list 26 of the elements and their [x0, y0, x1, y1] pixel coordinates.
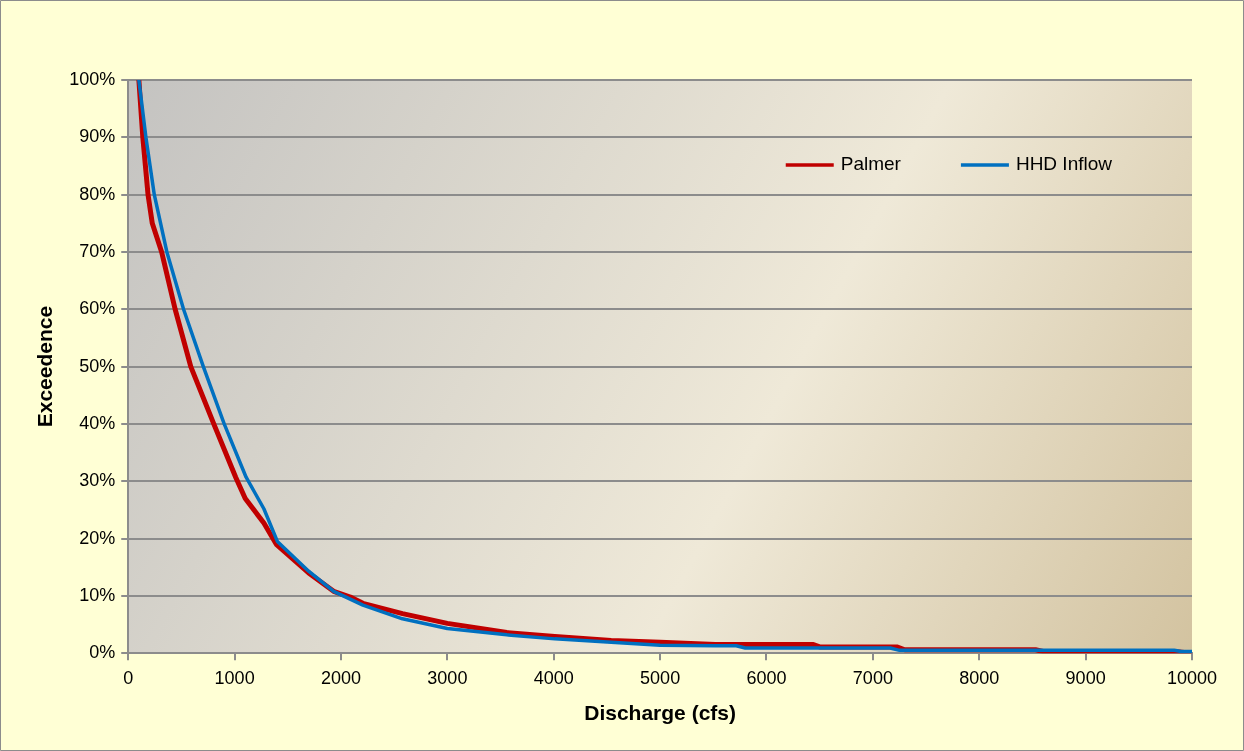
x-tick-label: 3000 [427, 667, 468, 688]
x-axis-title: Discharge (cfs) [584, 701, 736, 725]
y-tick-label: 50% [79, 355, 116, 376]
y-axis-title: Exceedence [33, 305, 57, 428]
x-tick-label: 6000 [746, 667, 787, 688]
y-tick-label: 0% [89, 642, 116, 663]
x-tick-label: 9000 [1065, 667, 1106, 688]
y-tick-label: 70% [79, 240, 116, 261]
x-tick-label: 2000 [320, 667, 362, 688]
x-tick-label: 1000 [214, 667, 255, 688]
legend-label: HHD Inflow [1015, 153, 1113, 175]
x-tick-label: 7000 [852, 667, 893, 688]
x-tick-label: 4000 [533, 667, 574, 688]
x-tick-label: 0 [123, 667, 134, 688]
y-tick-label: 60% [79, 298, 116, 319]
y-tick-label: 100% [69, 68, 116, 89]
y-tick-label: 20% [79, 527, 116, 548]
x-tick-label: 8000 [959, 667, 1000, 688]
legend-label: Palmer [840, 153, 902, 175]
y-tick-label: 90% [79, 126, 116, 147]
x-tick-label: 5000 [640, 667, 681, 688]
y-tick-label: 30% [79, 470, 116, 491]
x-tick-label: 10000 [1166, 667, 1218, 688]
y-tick-label: 40% [79, 412, 116, 433]
y-tick-label: 10% [79, 584, 116, 605]
y-tick-label: 80% [79, 183, 116, 204]
